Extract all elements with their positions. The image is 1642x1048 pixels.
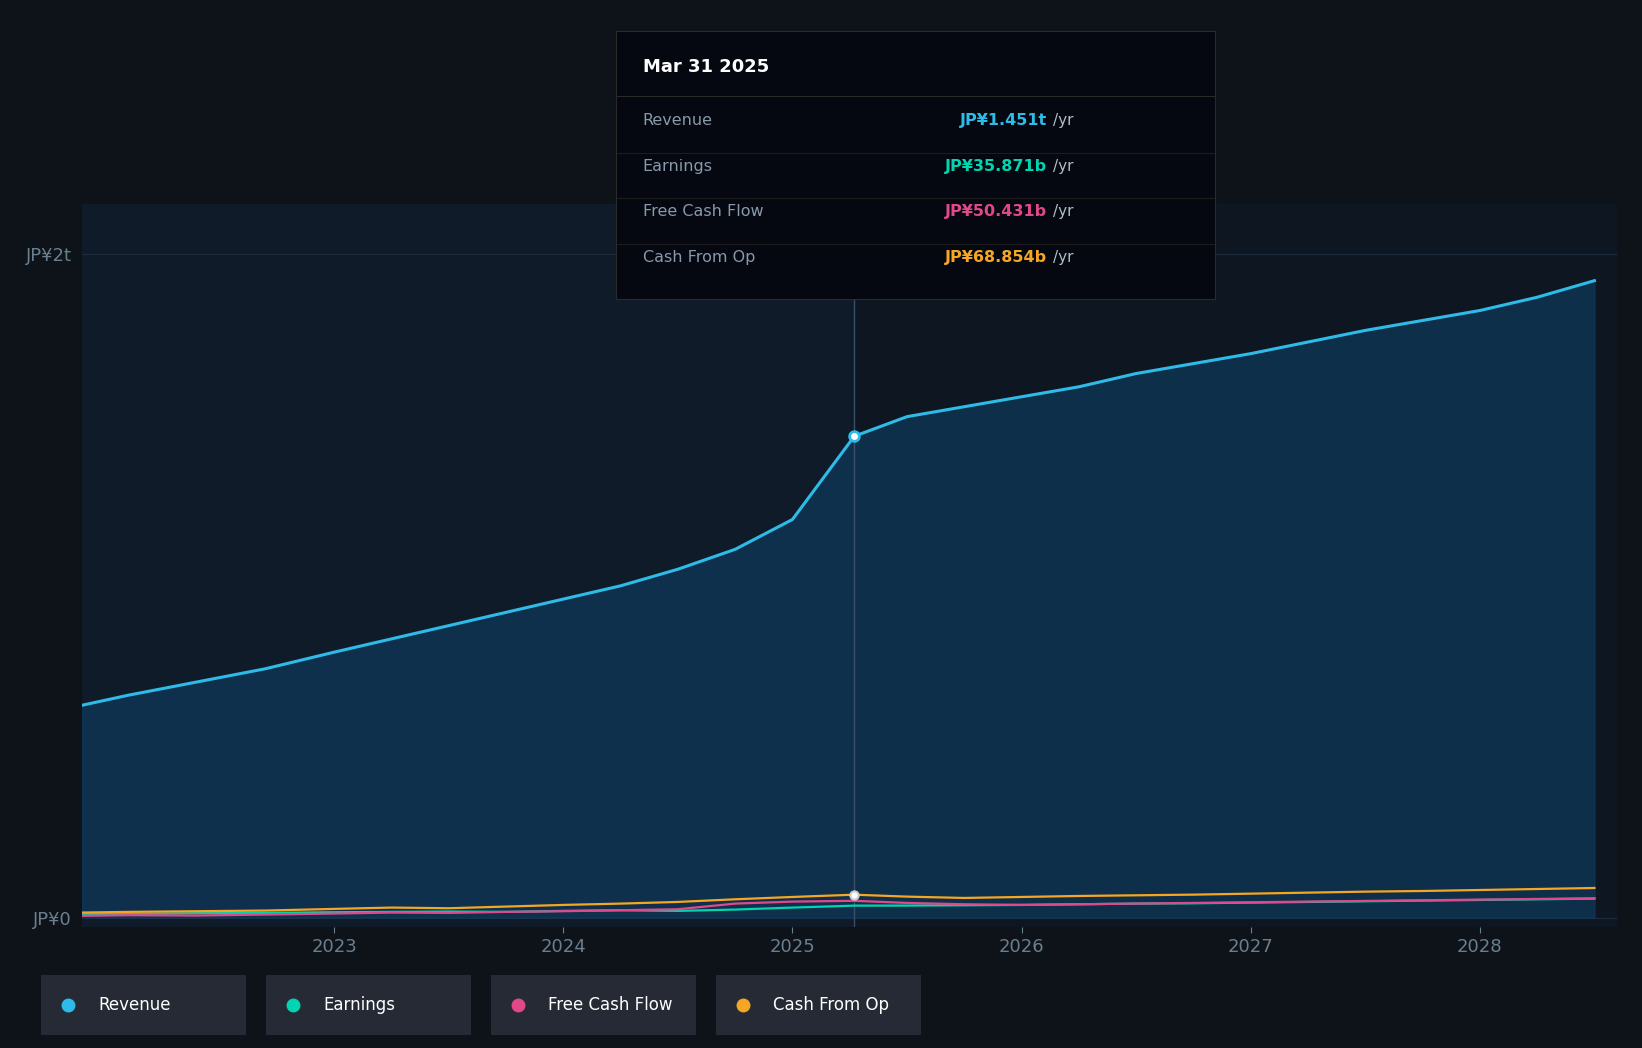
Text: Earnings: Earnings (642, 159, 713, 174)
Text: Free Cash Flow: Free Cash Flow (548, 996, 673, 1014)
Text: Cash From Op: Cash From Op (773, 996, 890, 1014)
Text: /yr: /yr (1053, 204, 1074, 219)
Text: JP¥35.871b: JP¥35.871b (946, 159, 1048, 174)
Text: Cash From Op: Cash From Op (642, 249, 755, 265)
Text: Past: Past (803, 216, 842, 234)
Text: /yr: /yr (1053, 113, 1074, 129)
Text: Revenue: Revenue (642, 113, 713, 129)
Text: Free Cash Flow: Free Cash Flow (642, 204, 764, 219)
Text: JP¥1.451t: JP¥1.451t (961, 113, 1048, 129)
Text: /yr: /yr (1053, 249, 1074, 265)
Text: Mar 31 2025: Mar 31 2025 (642, 58, 768, 77)
Bar (82, 204, 854, 927)
Text: Revenue: Revenue (99, 996, 171, 1014)
Text: /yr: /yr (1053, 159, 1074, 174)
Text: JP¥50.431b: JP¥50.431b (946, 204, 1048, 219)
Text: JP¥68.854b: JP¥68.854b (946, 249, 1048, 265)
Text: Earnings: Earnings (323, 996, 396, 1014)
Text: Analysts Forecasts: Analysts Forecasts (865, 216, 1021, 234)
